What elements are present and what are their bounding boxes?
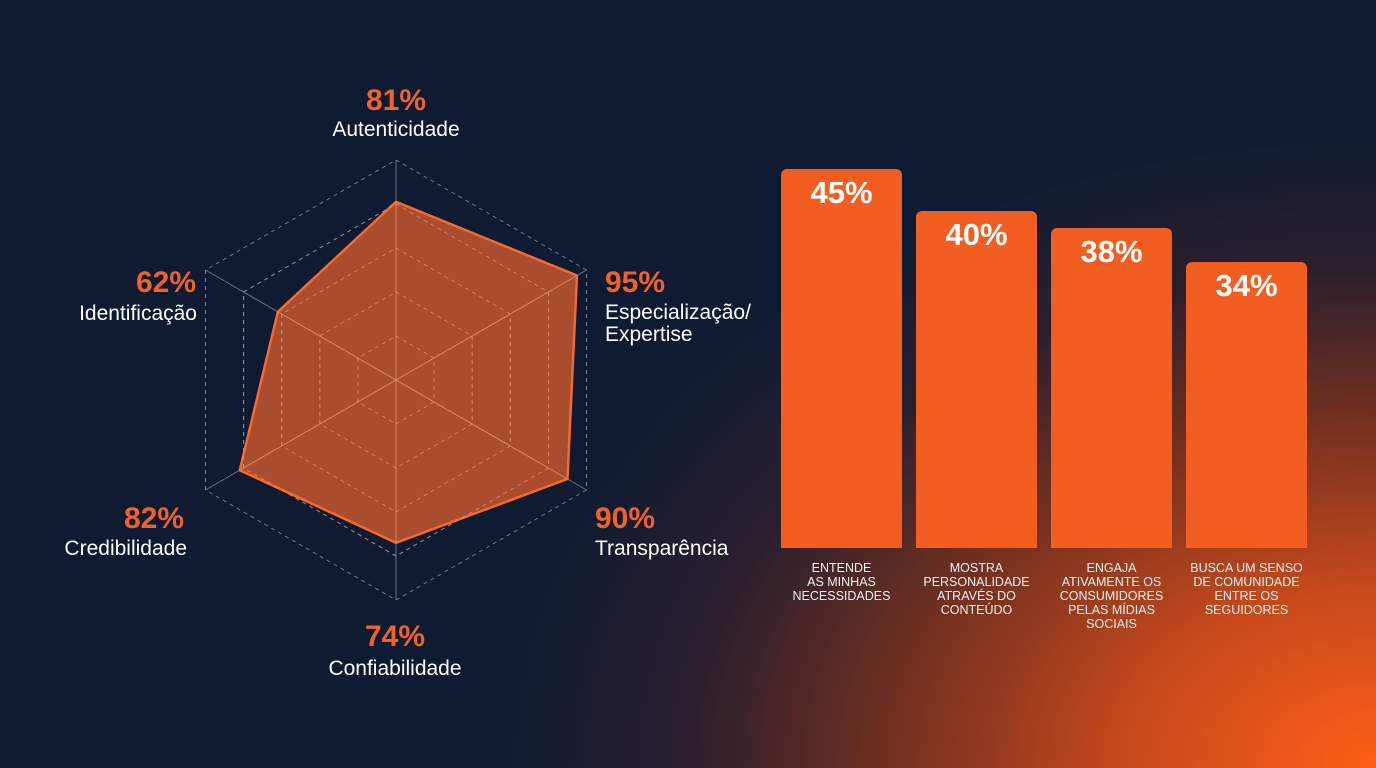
radar-inner-spoke-5 (239, 379, 397, 471)
radar-inner-spoke-3 (395, 379, 568, 480)
radar-label-4-value: 74% (364, 620, 426, 653)
bar-1: 45% (781, 169, 902, 548)
bar-value-label-3: 38% (1080, 233, 1143, 269)
bar-value-label-1: 45% (810, 175, 873, 210)
bar-3: 38% (1051, 227, 1172, 548)
bar-4: 34% (1186, 261, 1307, 548)
bar-value-label-2: 40% (945, 217, 1008, 253)
radar-label-1-value: 81% (365, 84, 427, 117)
radar-chart (204, 159, 588, 601)
radar-label-1-name: Autenticidade (332, 118, 460, 141)
bar-2: 40% (916, 211, 1037, 548)
radar-label-2-value: 95% (605, 266, 666, 299)
radar-label-3-value: 90% (595, 502, 656, 535)
radar-label-2-name: Especialização/ Expertise (605, 301, 751, 347)
bar-category-label-1: ENTENDE AS MINHAS NECESSIDADES (792, 561, 891, 603)
radar-label-3-name: Transparência (595, 537, 729, 560)
radar-inner-spoke-2 (395, 275, 578, 381)
radar-label-5-value: 82% (123, 502, 184, 535)
bar-category-label-3: ENGAJA ATIVAMENTE OS CONSUMIDORES PELAS … (1059, 561, 1164, 631)
bar-value-label-4: 34% (1215, 267, 1278, 303)
radar-label-6-name: Identificação (79, 302, 197, 325)
radar-inner-spoke-6 (277, 311, 397, 381)
radar-label-4-name: Confiabilidade (328, 657, 462, 680)
bar-category-label-4: BUSCA UM SENSO DE COMUNIDADE ENTRE OS SE… (1190, 561, 1303, 617)
radar-label-6-value: 62% (135, 266, 196, 299)
bar-category-label-2: MOSTRA PERSONALIDADE ATRAVÉS DO CONTEÚDO (923, 561, 1030, 617)
radar-label-5-name: Credibilidade (64, 537, 187, 560)
